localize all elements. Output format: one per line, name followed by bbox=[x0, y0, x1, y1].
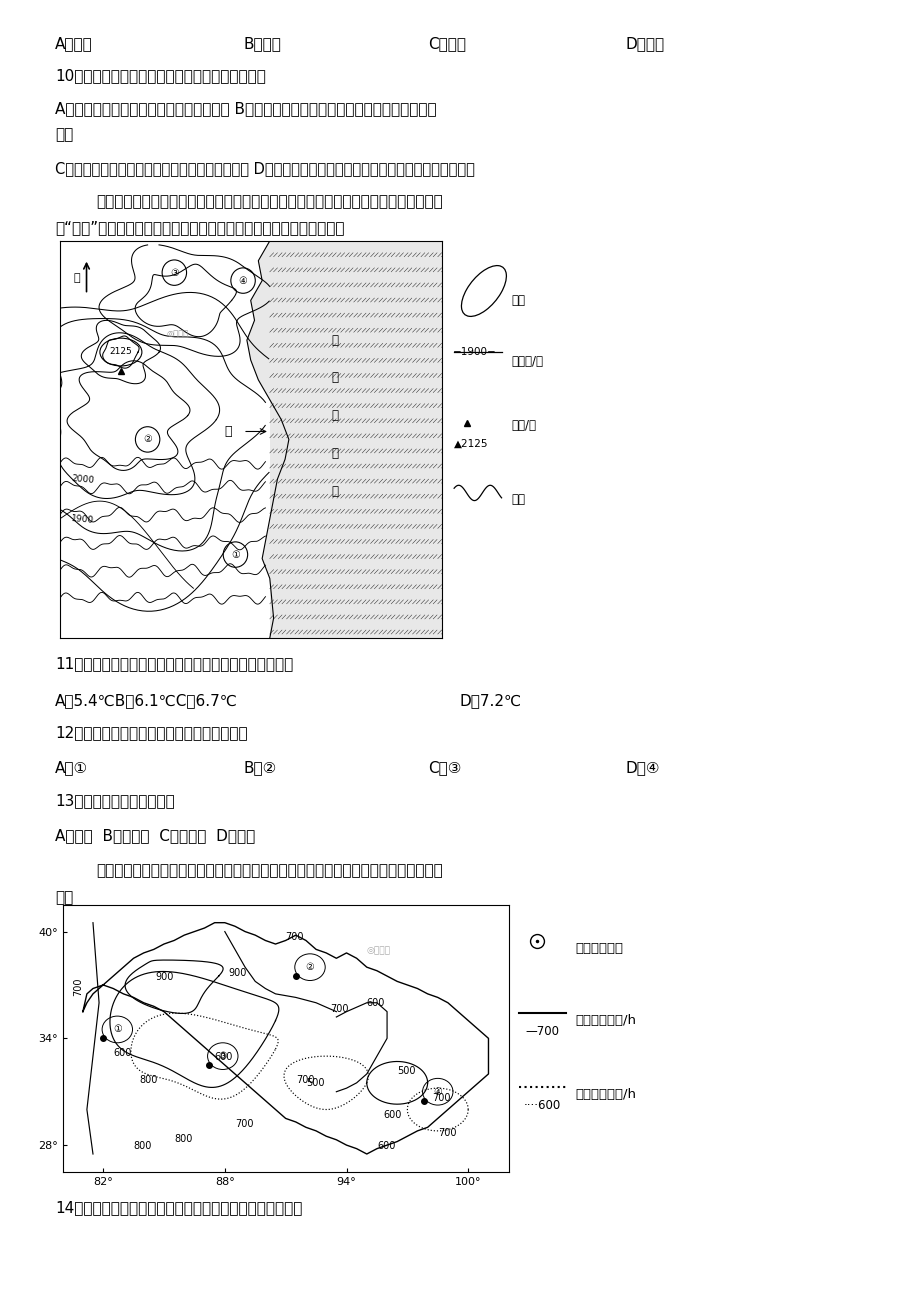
Text: 800: 800 bbox=[133, 1141, 152, 1151]
Text: 夏季日照时数/h: 夏季日照时数/h bbox=[574, 1014, 636, 1026]
Text: 2000: 2000 bbox=[71, 474, 95, 486]
Text: 900: 900 bbox=[229, 969, 247, 978]
Text: 600: 600 bbox=[113, 1048, 131, 1059]
Text: 阿: 阿 bbox=[331, 333, 338, 346]
Text: 600: 600 bbox=[367, 999, 385, 1008]
Text: A．5.4℃B．6.1℃C．6.7℃: A．5.4℃B．6.1℃C．6.7℃ bbox=[55, 693, 238, 708]
Text: 北: 北 bbox=[74, 272, 80, 283]
Text: 700: 700 bbox=[330, 1004, 348, 1014]
Text: 800: 800 bbox=[140, 1075, 158, 1085]
Text: ····600: ····600 bbox=[524, 1099, 561, 1112]
Text: A．平原: A．平原 bbox=[55, 36, 93, 52]
Text: 等高线/米: 等高线/米 bbox=[511, 355, 543, 368]
Text: 800: 800 bbox=[174, 1134, 192, 1143]
Text: 河流: 河流 bbox=[511, 492, 525, 505]
Text: 控制: 控制 bbox=[55, 128, 74, 143]
Text: ④: ④ bbox=[238, 276, 247, 285]
Text: 下图示意我国青藏高原部分地区冬季、夏季日照时数空间分布，结合图文，完成下面小: 下图示意我国青藏高原部分地区冬季、夏季日照时数空间分布，结合图文，完成下面小 bbox=[96, 863, 443, 879]
Text: 700: 700 bbox=[285, 932, 304, 943]
Text: 库: 库 bbox=[331, 409, 338, 422]
Text: 山峰/米: 山峰/米 bbox=[511, 419, 536, 432]
Text: −1900−: −1900− bbox=[453, 348, 496, 357]
Text: 600: 600 bbox=[382, 1111, 401, 1121]
Text: 11．仅考虑地势对气温的影响，图示区域最大温差可能是: 11．仅考虑地势对气温的影响，图示区域最大温差可能是 bbox=[55, 656, 293, 672]
Text: D．④: D．④ bbox=[625, 760, 660, 776]
Text: ③: ③ bbox=[218, 1051, 227, 1061]
Text: 14．下列四地中，冬季、夏季日照时数差异最大的是（　）: 14．下列四地中，冬季、夏季日照时数差异最大的是（ ） bbox=[55, 1200, 302, 1216]
Text: 700: 700 bbox=[296, 1075, 314, 1085]
Text: 省级行政中心: 省级行政中心 bbox=[574, 941, 622, 954]
Text: A．①: A．① bbox=[55, 760, 88, 776]
Text: ①: ① bbox=[231, 549, 240, 560]
Text: 10．关于内罗毕的气候类型及其成因说法正确的是: 10．关于内罗毕的气候类型及其成因说法正确的是 bbox=[55, 68, 266, 83]
Text: ②: ② bbox=[305, 962, 314, 973]
Text: D．丘陵: D．丘陵 bbox=[625, 36, 664, 52]
Text: 克: 克 bbox=[331, 371, 338, 384]
Text: 900: 900 bbox=[155, 971, 174, 982]
Text: 湖: 湖 bbox=[331, 484, 338, 497]
Text: ▲2125: ▲2125 bbox=[454, 439, 488, 449]
Text: D．7.2℃: D．7.2℃ bbox=[460, 693, 522, 708]
Text: 冬季日照时数/h: 冬季日照时数/h bbox=[574, 1088, 636, 1100]
Text: 甲: 甲 bbox=[224, 424, 232, 437]
Text: 700: 700 bbox=[73, 978, 83, 996]
Text: ◎正确云: ◎正确云 bbox=[367, 947, 391, 954]
Text: 500: 500 bbox=[306, 1078, 324, 1088]
Text: 13．据图判断，甲地地形是: 13．据图判断，甲地地形是 bbox=[55, 793, 175, 809]
Text: 700: 700 bbox=[234, 1120, 253, 1129]
Text: A．山谷  B．三角洲  C．冲积扇  D．山脊: A．山谷 B．三角洲 C．冲积扇 D．山脊 bbox=[55, 828, 255, 844]
Text: A．热带雨林气候，终年受赤道低气压控制 B．热带草原气候，受赤道低气压和信风带的交替: A．热带雨林气候，终年受赤道低气压控制 B．热带草原气候，受赤道低气压和信风带的… bbox=[55, 102, 437, 117]
Text: 700: 700 bbox=[431, 1092, 449, 1103]
Text: ④: ④ bbox=[433, 1087, 442, 1096]
Text: 称“白湖”。下图阿克库勒湖附近的等高线地形图。据此完成下面小题。: 称“白湖”。下图阿克库勒湖附近的等高线地形图。据此完成下面小题。 bbox=[55, 220, 345, 236]
Text: B．山地: B．山地 bbox=[244, 36, 281, 52]
Text: 600: 600 bbox=[377, 1141, 395, 1151]
Text: 1900: 1900 bbox=[71, 514, 95, 525]
Text: C．③: C．③ bbox=[427, 760, 460, 776]
Text: B．②: B．② bbox=[244, 760, 277, 776]
Text: ①: ① bbox=[113, 1025, 121, 1035]
Text: 勒: 勒 bbox=[331, 447, 338, 460]
Text: 700: 700 bbox=[437, 1129, 456, 1138]
Bar bbox=[269, 241, 441, 638]
Text: ②: ② bbox=[143, 435, 152, 444]
Text: 600: 600 bbox=[214, 1052, 233, 1061]
Text: 湖泊: 湖泊 bbox=[511, 294, 525, 307]
Text: 题。: 题。 bbox=[55, 891, 74, 906]
Text: 12．最不可能将白色颗粒物带入湖泊的河流是: 12．最不可能将白色颗粒物带入湖泊的河流是 bbox=[55, 725, 247, 741]
Text: ③: ③ bbox=[170, 268, 178, 277]
Text: 2125: 2125 bbox=[109, 346, 132, 355]
Text: C．高原: C．高原 bbox=[427, 36, 465, 52]
Text: 阿克库勒湖位于阿尔泰山南麓，其湖水因含河流带来的白色颗粒物呼乳白半透明状，又: 阿克库勒湖位于阿尔泰山南麓，其湖水因含河流带来的白色颗粒物呼乳白半透明状，又 bbox=[96, 194, 443, 210]
Text: —700: —700 bbox=[526, 1025, 559, 1038]
Text: ◎正确云: ◎正确云 bbox=[166, 329, 188, 339]
Text: 500: 500 bbox=[397, 1066, 415, 1075]
Text: C．热带草原气候，由于地势高，气温低，降水少 D．热带雨林气候，位于低纬，并处于东南信风的迎风坡: C．热带草原气候，由于地势高，气温低，降水少 D．热带雨林气候，位于低纬，并处于… bbox=[55, 161, 474, 177]
